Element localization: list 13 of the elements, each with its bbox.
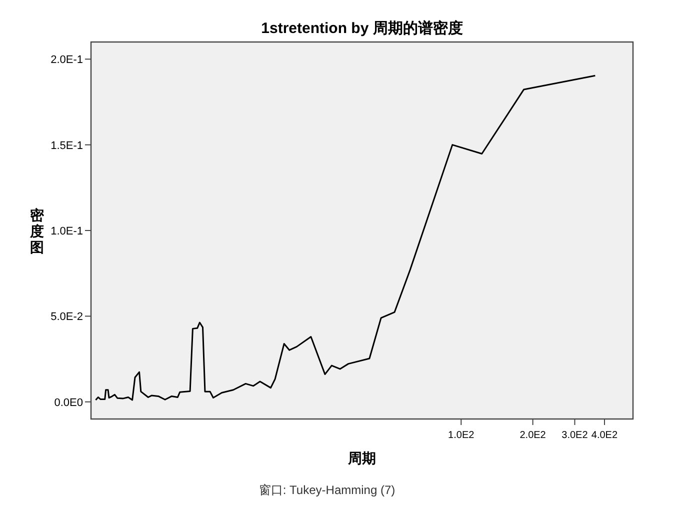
y-tick-label: 1.0E-1 <box>50 226 83 238</box>
chart-title: 1stretention by 周期的谱密度 <box>261 19 463 37</box>
x-tick-label: 4.0E2 <box>591 430 618 441</box>
x-axis-title: 周期 <box>347 450 376 466</box>
y-tick-label: 1.5E-1 <box>50 140 83 152</box>
x-tick-label: 1.0E2 <box>448 430 475 441</box>
x-tick-label: 2.0E2 <box>520 430 546 441</box>
y-axis-title: 密度图 <box>29 207 45 255</box>
x-tick-label: 3.0E2 <box>562 430 588 441</box>
y-tick-label: 2.0E-1 <box>50 54 83 66</box>
y-tick-label: 0.0E0 <box>54 396 83 409</box>
text: 窗口: Tukey-Hamming (7) <box>258 483 396 497</box>
y-tick-label: 5.0E-2 <box>50 311 83 324</box>
